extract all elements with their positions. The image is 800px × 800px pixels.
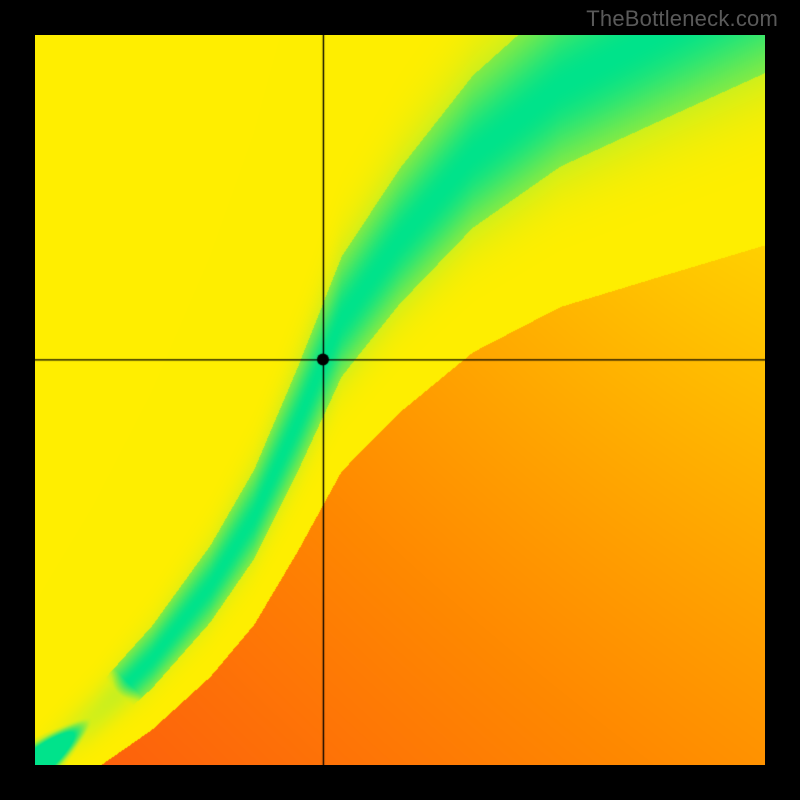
outer-frame: TheBottleneck.com [0, 0, 800, 800]
watermark-text: TheBottleneck.com [586, 6, 778, 32]
heatmap-canvas [35, 35, 765, 765]
plot-area [35, 35, 765, 765]
